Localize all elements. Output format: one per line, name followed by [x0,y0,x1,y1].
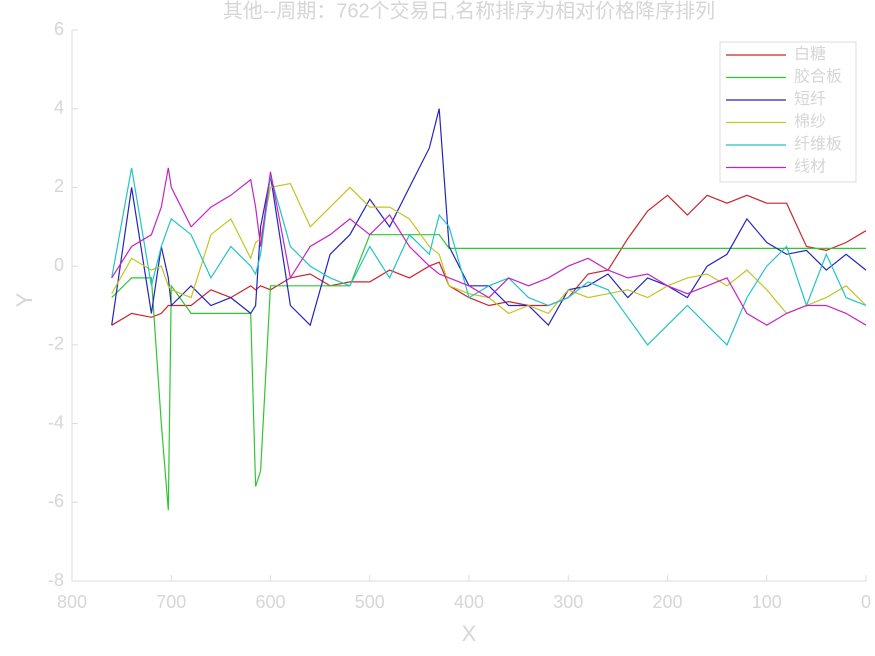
x-tick-label: 400 [454,592,484,612]
series-line [111,108,867,327]
legend-label: 短纤 [794,90,826,108]
y-tick-label: -4 [48,412,64,432]
x-tick-label: 300 [553,592,583,612]
chart-title: 其他--周期：762个交易日,名称排序为相对价格降序排列 [223,0,715,22]
x-tick-label: 0 [861,592,871,612]
series-line [111,194,867,326]
y-tick-label: -8 [48,570,64,590]
series-line [111,167,867,326]
x-tick-label: 500 [355,592,385,612]
y-tick-label: 0 [54,255,64,275]
y-tick-label: -2 [48,334,64,354]
y-tick-label: -6 [48,491,64,511]
x-tick-label: 600 [255,592,285,612]
legend-box [719,41,857,183]
legend-label: 白糖 [794,45,826,63]
x-tick-label: 800 [57,592,87,612]
legend-label: 线材 [794,158,826,176]
x-axis-label: X [462,621,477,646]
series-line [111,167,867,346]
y-tick-label: 6 [54,19,64,39]
y-tick-label: 4 [54,97,64,117]
x-tick-label: 100 [752,592,782,612]
legend-label: 纤维板 [794,135,842,153]
x-tick-label: 700 [156,592,186,612]
series-line [111,234,866,511]
legend-label: 胶合板 [794,68,842,86]
series-line [111,182,867,315]
x-tick-label: 200 [652,592,682,612]
y-axis-label: Y [12,292,37,307]
y-tick-label: 2 [54,176,64,196]
legend-label: 棉纱 [794,113,826,131]
